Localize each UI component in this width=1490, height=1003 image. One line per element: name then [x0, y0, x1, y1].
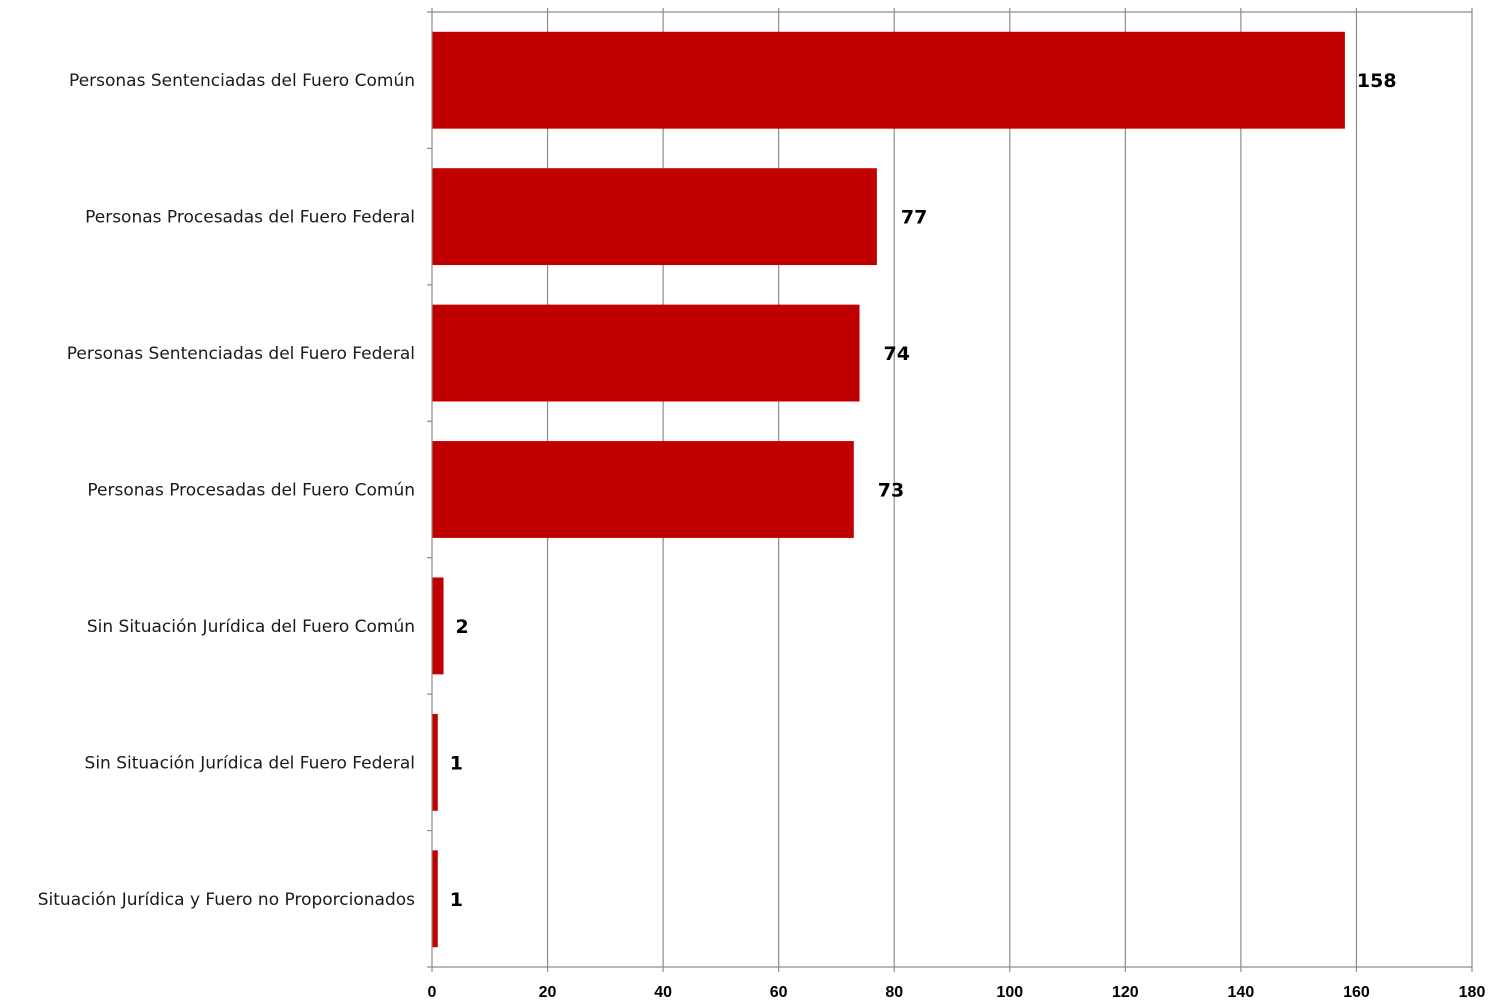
x-tick-label: 20 [539, 984, 557, 1001]
bar [432, 31, 1345, 129]
bar [432, 168, 877, 266]
value-labels: 158 77 74 73 2 1 1 [450, 70, 1397, 911]
category-label: Sin Situación Jurídica del Fuero Federal [85, 753, 415, 773]
x-tick-label: 180 [1459, 984, 1486, 1001]
value-label: 77 [901, 207, 927, 229]
bars [432, 31, 1345, 948]
bar [432, 441, 854, 538]
category-label: Situación Jurídica y Fuero no Proporcion… [38, 890, 415, 910]
bar [432, 850, 438, 948]
value-label: 73 [878, 480, 904, 502]
category-label: Personas Procesadas del Fuero Federal [85, 208, 415, 228]
x-tick-labels: 0 20 40 60 80 100 120 140 160 180 [428, 984, 1486, 1001]
value-label: 158 [1357, 70, 1397, 92]
x-tick-label: 120 [1112, 984, 1139, 1001]
category-label: Sin Situación Jurídica del Fuero Común [87, 617, 415, 637]
x-tick-label: 40 [654, 984, 672, 1001]
value-label: 74 [884, 343, 910, 365]
x-tick-label: 0 [428, 984, 437, 1001]
value-label: 1 [450, 752, 463, 774]
category-labels: Personas Sentenciadas del Fuero Común Per… [38, 71, 415, 910]
axes [427, 8, 1473, 972]
x-tick-label: 140 [1228, 984, 1255, 1001]
value-label: 2 [456, 616, 469, 638]
category-label: Personas Sentenciadas del Fuero Común [69, 71, 415, 91]
bar [432, 713, 438, 811]
category-label: Personas Procesadas del Fuero Común [87, 481, 415, 501]
category-label: Personas Sentenciadas del Fuero Federal [67, 344, 415, 364]
x-tick-label: 160 [1343, 984, 1370, 1001]
bar [432, 304, 860, 402]
value-label: 1 [450, 889, 463, 911]
x-tick-label: 80 [885, 984, 903, 1001]
x-tick-label: 100 [996, 984, 1023, 1001]
x-tick-label: 60 [770, 984, 788, 1001]
bar [432, 577, 444, 675]
